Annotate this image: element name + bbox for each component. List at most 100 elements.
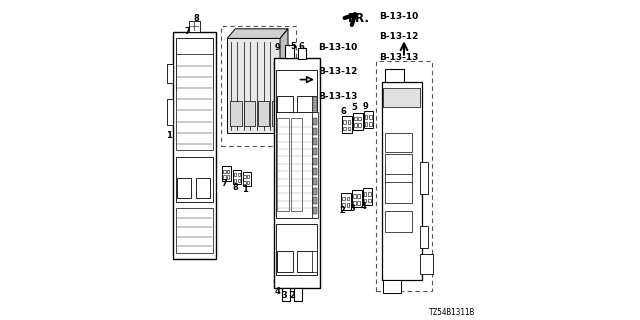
Bar [313,102,317,106]
Bar [368,192,371,196]
Bar [353,194,356,198]
Bar [385,182,412,203]
Bar [364,199,366,202]
Bar [227,175,229,179]
Bar [167,99,173,125]
Bar [312,168,317,175]
Bar [196,66,210,86]
Bar [234,179,236,182]
Bar [243,172,251,186]
Bar [342,204,345,207]
Bar [347,204,349,207]
Text: 6: 6 [340,107,346,116]
Text: 8: 8 [232,183,237,192]
Bar [244,101,255,126]
Bar [297,96,312,117]
Bar [247,175,250,178]
Bar [312,128,317,135]
Bar [365,115,367,119]
Bar [176,208,212,253]
Text: 7: 7 [184,27,190,36]
Bar [312,251,317,272]
Bar [223,166,231,181]
Bar [352,190,362,207]
Bar [342,197,345,200]
Bar [274,58,320,288]
Bar [278,118,289,211]
Bar [177,66,191,86]
Bar [312,207,317,214]
Bar [385,165,412,184]
Bar [247,181,250,184]
Text: 5: 5 [351,103,357,112]
Circle shape [275,59,285,69]
Text: B-13-13: B-13-13 [380,53,419,62]
Text: 4: 4 [360,202,367,211]
Bar [223,170,225,173]
Text: 8: 8 [194,14,200,23]
Bar [365,122,367,125]
Text: 1: 1 [166,131,172,140]
Bar [354,117,356,120]
Bar [364,111,374,128]
Bar [357,201,360,204]
Text: 4: 4 [275,287,280,296]
Text: 2: 2 [339,206,345,215]
Bar [282,288,290,301]
Bar [383,280,401,293]
Circle shape [275,276,285,287]
Bar [276,112,317,218]
Text: 6: 6 [299,42,305,51]
Bar [291,118,302,211]
Bar [272,101,283,126]
Text: B-13-13: B-13-13 [319,92,358,100]
Text: B-13-12: B-13-12 [319,68,358,76]
Bar [420,254,433,274]
Bar [177,178,191,198]
Bar [376,61,432,291]
Text: FR.: FR. [348,12,370,25]
Bar [312,138,317,145]
Bar [348,127,350,130]
Polygon shape [227,38,280,133]
Bar [298,48,306,59]
Bar [297,251,312,272]
Bar [344,127,346,130]
Bar [176,157,212,202]
Text: 3: 3 [350,204,355,213]
Bar [186,61,204,74]
Bar [285,45,294,58]
Bar [312,158,317,165]
Bar [369,122,372,125]
Bar [313,112,317,116]
Polygon shape [227,29,288,38]
Bar [385,211,412,232]
Text: 9: 9 [275,43,280,52]
Bar [344,120,346,124]
Text: 9: 9 [363,102,368,111]
Bar [237,179,240,182]
Text: 7: 7 [222,179,227,188]
Bar [258,101,269,126]
Bar [354,124,356,127]
Bar [347,197,349,200]
Bar [313,107,317,111]
Bar [176,38,212,90]
Bar [233,170,241,184]
Bar [312,148,317,155]
Bar [312,118,317,125]
Bar [176,54,212,150]
Bar [358,124,361,127]
Bar [369,115,372,119]
Polygon shape [280,29,288,133]
Bar [385,69,404,82]
Bar [357,194,360,198]
Bar [223,175,225,179]
Bar [312,197,317,204]
Text: 2: 2 [289,291,295,300]
Bar [278,96,293,117]
Text: B-13-10: B-13-10 [380,12,419,20]
Bar [237,173,240,176]
Bar [381,82,422,280]
Bar [312,96,317,117]
